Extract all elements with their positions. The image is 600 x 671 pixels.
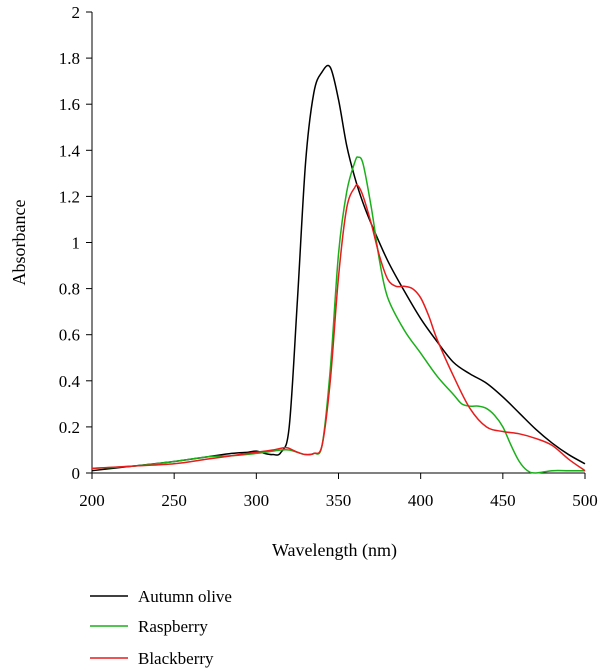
- y-tick-label: 1: [72, 234, 81, 253]
- x-tick-label: 500: [572, 491, 598, 510]
- legend-label-blackberry: Blackberry: [138, 649, 214, 668]
- x-axis-label: Wavelength (nm): [272, 540, 397, 561]
- series-lines: [91, 64, 586, 474]
- y-tick-label: 2: [72, 3, 81, 22]
- y-tick-label: 1.4: [59, 141, 81, 160]
- x-tick-label: 200: [79, 491, 105, 510]
- legend-label-raspberry: Raspberry: [138, 617, 208, 636]
- legend: Autumn olive Raspberry Blackberry: [90, 587, 232, 668]
- x-tick-label: 450: [490, 491, 516, 510]
- y-tick-label: 1.8: [59, 49, 80, 68]
- y-tick-label: 1.2: [59, 187, 80, 206]
- y-tick-label: 0.8: [59, 280, 80, 299]
- x-tick-label: 300: [244, 491, 270, 510]
- x-tick-label: 250: [161, 491, 187, 510]
- plot-area: 0 0.2 0.4 0.6 0.8 1 1.2 1.4 1.6 1.8 2 200 250 300 350…: [59, 3, 598, 510]
- series-line-raspberry: [91, 156, 585, 474]
- y-axis-label: Absorbance: [9, 200, 29, 286]
- y-tick-label: 1.6: [59, 95, 80, 114]
- series-line-autumn-olive: [91, 64, 586, 472]
- x-tick-label: 400: [408, 491, 434, 510]
- legend-label-autumn-olive: Autumn olive: [138, 587, 232, 606]
- y-tick-label: 0.2: [59, 418, 80, 437]
- y-ticks: 0 0.2 0.4 0.6 0.8 1 1.2 1.4 1.6 1.8 2: [59, 3, 92, 483]
- y-tick-label: 0.4: [59, 372, 81, 391]
- y-tick-label: 0.6: [59, 326, 80, 345]
- x-tick-label: 350: [326, 491, 352, 510]
- x-ticks: 200 250 300 350 400 450 500: [79, 473, 598, 510]
- series-line-blackberry: [91, 183, 586, 472]
- y-tick-label: 0: [72, 464, 81, 483]
